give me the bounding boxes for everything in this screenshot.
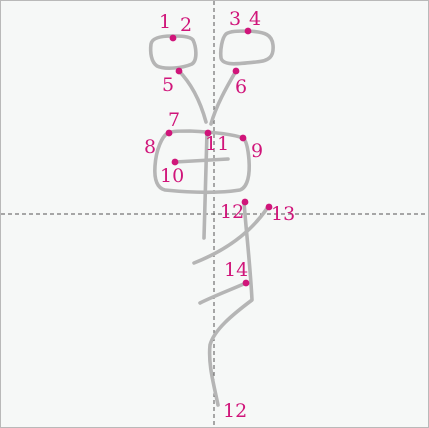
point-3-4 [244, 27, 252, 35]
point-14 [242, 279, 250, 287]
point-1 [169, 34, 177, 42]
stroke-crossbar [173, 157, 230, 164]
stroke-lower-sweep [198, 281, 248, 305]
label-6: 6 [235, 76, 247, 98]
label-5: 5 [162, 74, 174, 96]
stroke-left-loop [148, 34, 198, 70]
point-6 [232, 67, 240, 75]
stroke-start-points [165, 27, 273, 287]
point-11 [204, 129, 212, 137]
label-9: 9 [251, 140, 263, 162]
label-14: 14 [224, 259, 248, 281]
label-3: 3 [229, 8, 241, 30]
point-5 [175, 67, 183, 75]
stroke-right-diagonal [209, 69, 238, 126]
point-13 [265, 203, 273, 211]
label-12-top: 12 [220, 201, 244, 223]
stroke-upper-sweep [192, 205, 270, 265]
stroke-number-labels: 1 2 3 4 5 6 7 8 9 10 11 12 13 14 12 [144, 8, 295, 422]
label-4: 4 [249, 8, 261, 30]
label-8: 8 [144, 136, 156, 158]
label-1: 1 [159, 11, 171, 33]
label-13: 13 [271, 203, 295, 225]
label-10: 10 [160, 165, 184, 187]
label-7: 7 [168, 109, 180, 131]
stroke-long-tail [207, 200, 254, 407]
label-12-bottom: 12 [223, 400, 247, 422]
glyph-strokes [148, 29, 275, 407]
label-11: 11 [205, 133, 229, 155]
point-12 [241, 198, 249, 206]
point-10 [171, 158, 179, 166]
point-7-8 [165, 129, 173, 137]
point-9 [239, 134, 247, 142]
stroke-box [153, 129, 252, 195]
label-2: 2 [180, 14, 192, 36]
stroke-vertical [202, 130, 209, 240]
